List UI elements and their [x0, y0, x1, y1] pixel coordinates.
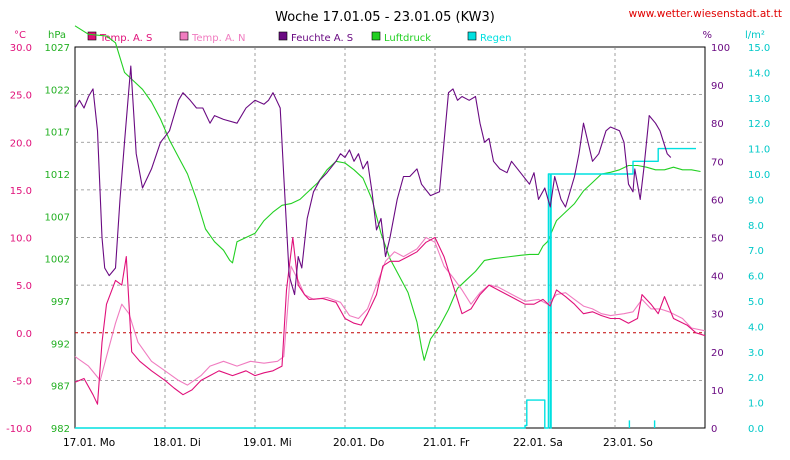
- rain-tick-label: 4.0: [748, 322, 764, 333]
- pressure-tick-label: 1012: [45, 170, 70, 181]
- rain-tick-label: 13.0: [748, 94, 770, 105]
- rain-tick-label: 8.0: [748, 221, 764, 232]
- axes: 30.0 25.0 20.0 15.0 10.0 5.0 0.0 -5.0 -10.0 1027 1…: [6, 43, 770, 449]
- legend-label: Luftdruck: [384, 33, 431, 44]
- rain-tick-label: 15.0: [748, 43, 770, 54]
- rain-tick-label: 9.0: [748, 195, 764, 206]
- legend-label: Regen: [480, 33, 512, 44]
- pressure-tick-label: 1007: [45, 212, 70, 223]
- x-tick-label: 18.01. Di: [153, 437, 201, 449]
- pressure-tick-label: 992: [51, 339, 70, 350]
- series-line-humidity: [74, 65, 672, 296]
- unit-temp: °C: [14, 30, 26, 41]
- legend-swatch: [179, 31, 189, 41]
- series-layer: [74, 25, 706, 429]
- pressure-tick-label: 997: [51, 297, 70, 308]
- rain-tick-label: 1.0: [748, 399, 764, 410]
- humidity-tick-label: 0: [711, 424, 717, 435]
- series-line-pressure: [74, 25, 701, 361]
- humidity-tick-label: 20: [711, 348, 724, 359]
- legend-swatch: [278, 31, 288, 41]
- temp-tick-label: 20.0: [10, 138, 32, 149]
- rain-tick-label: 12.0: [748, 119, 770, 130]
- pressure-tick-label: 1002: [45, 255, 70, 266]
- temp-tick-label: 30.0: [10, 43, 32, 54]
- source-url: www.wetter.wiesenstadt.at.tt: [629, 8, 782, 20]
- pressure-tick-label: 1022: [45, 85, 70, 96]
- unit-rain: l/m²: [745, 30, 765, 41]
- x-tick-label: 19.01. Mi: [243, 437, 292, 449]
- temp-tick-label: 15.0: [10, 186, 32, 197]
- legend-label: Temp. A. S: [99, 33, 152, 44]
- humidity-tick-label: 90: [711, 81, 724, 92]
- legend-label: Feuchte A. S: [291, 33, 353, 44]
- humidity-tick-label: 30: [711, 310, 724, 321]
- pressure-tick-label: 1017: [45, 128, 70, 139]
- x-tick-label: 23.01. So: [603, 437, 653, 449]
- unit-pressure: hPa: [48, 30, 66, 41]
- legend-label: Temp. A. N: [191, 33, 246, 44]
- rain-tick-label: 2.0: [748, 373, 764, 384]
- rain-tick-label: 10.0: [748, 170, 770, 181]
- temp-tick-label: 0.0: [16, 329, 32, 340]
- temp-tick-label: -5.0: [12, 376, 32, 387]
- humidity-tick-label: 70: [711, 157, 724, 168]
- temp-tick-label: -10.0: [6, 424, 32, 435]
- rain-tick-label: 6.0: [748, 272, 764, 283]
- rain-tick-label: 11.0: [748, 145, 770, 156]
- humidity-tick-label: 100: [711, 43, 730, 54]
- rain-tick-label: 0.0: [748, 424, 764, 435]
- humidity-tick-label: 10: [711, 386, 724, 397]
- x-tick-label: 20.01. Do: [333, 437, 384, 449]
- rain-tick-label: 7.0: [748, 246, 764, 257]
- chart-title: Woche 17.01.05 - 23.01.05 (KW3): [275, 10, 495, 25]
- unit-humidity: %: [702, 30, 712, 41]
- temp-tick-label: 10.0: [10, 234, 32, 245]
- x-tick-label: 22.01. Sa: [513, 437, 563, 449]
- rain-tick-label: 14.0: [748, 68, 770, 79]
- humidity-tick-label: 60: [711, 195, 724, 206]
- legend-swatch: [467, 31, 477, 41]
- pressure-tick-label: 987: [51, 382, 70, 393]
- pressure-tick-label: 982: [51, 424, 70, 435]
- pressure-tick-label: 1027: [45, 43, 70, 54]
- legend-swatch: [371, 31, 381, 41]
- rain-tick-label: 3.0: [748, 348, 764, 359]
- humidity-tick-label: 40: [711, 272, 724, 283]
- series-line-rain: [75, 147, 696, 429]
- x-tick-label: 21.01. Fr: [423, 437, 470, 449]
- rain-tick-label: 5.0: [748, 297, 764, 308]
- legend: Temp. A. S Temp. A. N Feuchte A. S Luftdruc…: [87, 31, 512, 44]
- legend-swatch: [87, 31, 97, 41]
- humidity-tick-label: 80: [711, 119, 724, 130]
- temp-tick-label: 5.0: [16, 281, 32, 292]
- x-tick-label: 17.01. Mo: [63, 437, 115, 449]
- series-line-temp_s: [74, 236, 706, 405]
- temp-tick-label: 25.0: [10, 91, 32, 102]
- series-line-temp_n: [74, 236, 706, 386]
- humidity-tick-label: 50: [711, 234, 724, 245]
